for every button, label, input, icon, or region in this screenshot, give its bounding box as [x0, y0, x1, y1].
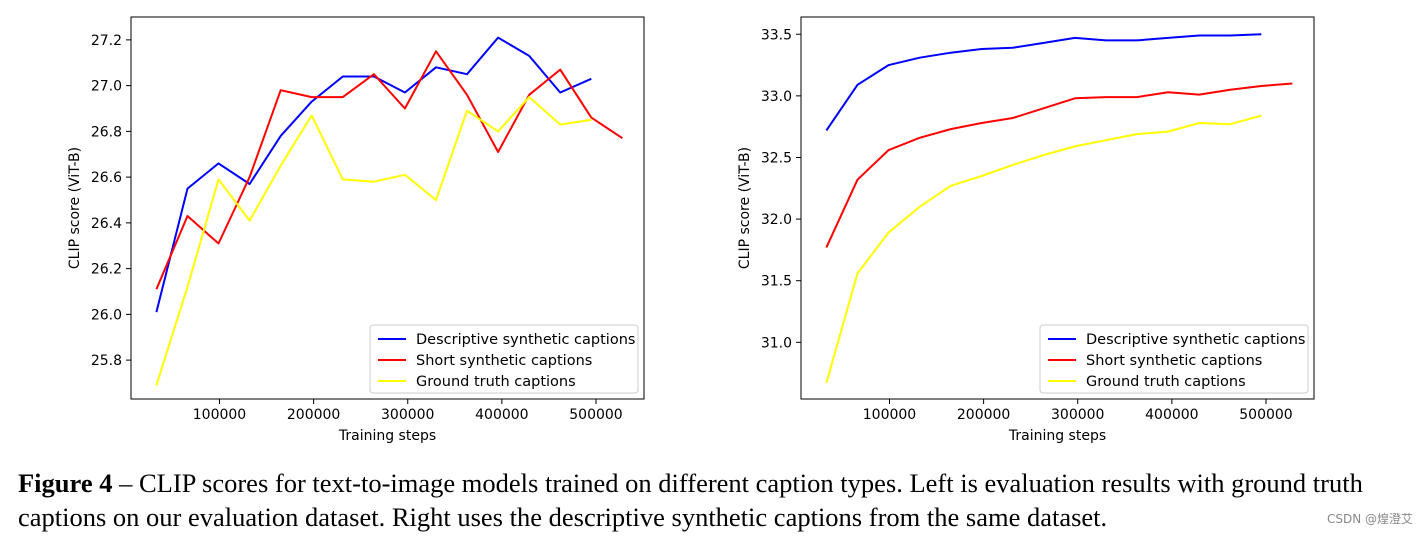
- y-tick-label-0-2: 26.2: [91, 262, 122, 278]
- y-axis-label-0: CLIP score (ViT-B): [67, 147, 83, 269]
- y-tick-label-1-3: 32.5: [761, 150, 792, 166]
- y-tick-label-0-5: 26.8: [91, 124, 122, 140]
- x-axis-label-1: Training steps: [1008, 428, 1106, 444]
- legend-label-1-0: Descriptive synthetic captions: [1086, 332, 1305, 348]
- x-tick-label-0-0: 100000: [193, 407, 246, 423]
- x-tick-label-0-4: 500000: [569, 407, 622, 423]
- x-tick-label-1-2: 300000: [1051, 407, 1104, 423]
- y-tick-label-0-1: 26.0: [91, 307, 122, 323]
- x-axis-label-0: Training steps: [338, 428, 436, 444]
- y-tick-label-0-0: 25.8: [91, 353, 122, 369]
- y-tick-label-1-1: 31.5: [761, 274, 792, 290]
- y-tick-label-0-3: 26.4: [91, 216, 122, 232]
- series-line-0-1: [155, 50, 623, 290]
- y-tick-label-0-6: 27.0: [91, 79, 122, 95]
- y-tick-label-1-0: 31.0: [761, 335, 792, 351]
- legend-label-1-2: Ground truth captions: [1086, 374, 1246, 390]
- x-tick-label-0-1: 200000: [287, 407, 340, 423]
- y-tick-label-0-7: 27.2: [91, 33, 122, 49]
- figure-caption-label: Figure 4: [18, 468, 113, 498]
- x-tick-label-0-3: 400000: [475, 407, 528, 423]
- legend-label-0-0: Descriptive synthetic captions: [416, 332, 635, 348]
- x-tick-label-1-3: 400000: [1145, 407, 1198, 423]
- legend-label-1-1: Short synthetic captions: [1086, 353, 1262, 369]
- watermark: CSDN @煌澄艾: [1326, 512, 1413, 526]
- y-tick-label-1-4: 33.0: [761, 89, 792, 105]
- x-tick-label-0-2: 300000: [381, 407, 434, 423]
- legend-label-0-1: Short synthetic captions: [416, 353, 592, 369]
- series-line-0-2: [155, 96, 592, 386]
- left-chart: 100000 200000 300000 400000 500000 25.8 26.0 26…: [67, 16, 645, 444]
- y-axis-label-1: CLIP score (ViT-B): [737, 147, 753, 269]
- legend-box-0: [369, 324, 639, 394]
- x-tick-label-1-1: 200000: [957, 407, 1010, 423]
- y-tick-label-1-2: 32.0: [761, 212, 792, 228]
- plot-frame-1: [800, 16, 1315, 400]
- figure-caption-text: – CLIP scores for text-to-image models t…: [18, 468, 1363, 532]
- legend-label-0-2: Ground truth captions: [416, 374, 576, 390]
- series-line-1-2: [825, 114, 1262, 384]
- figure-caption: Figure 4 – CLIP scores for text-to-image…: [18, 466, 1418, 534]
- x-tick-label-1-4: 500000: [1239, 407, 1292, 423]
- series-line-0-0: [155, 36, 592, 313]
- series-line-1-1: [825, 82, 1293, 248]
- y-tick-label-1-5: 33.5: [761, 27, 792, 43]
- series-line-1-0: [825, 33, 1262, 131]
- plot-frame-0: [130, 16, 645, 400]
- legend-box-1: [1039, 324, 1309, 394]
- right-chart: 100000 200000 300000 400000 500000 31.0 31.5 32…: [737, 16, 1315, 444]
- x-tick-label-1-0: 100000: [863, 407, 916, 423]
- y-tick-label-0-4: 26.6: [91, 170, 122, 186]
